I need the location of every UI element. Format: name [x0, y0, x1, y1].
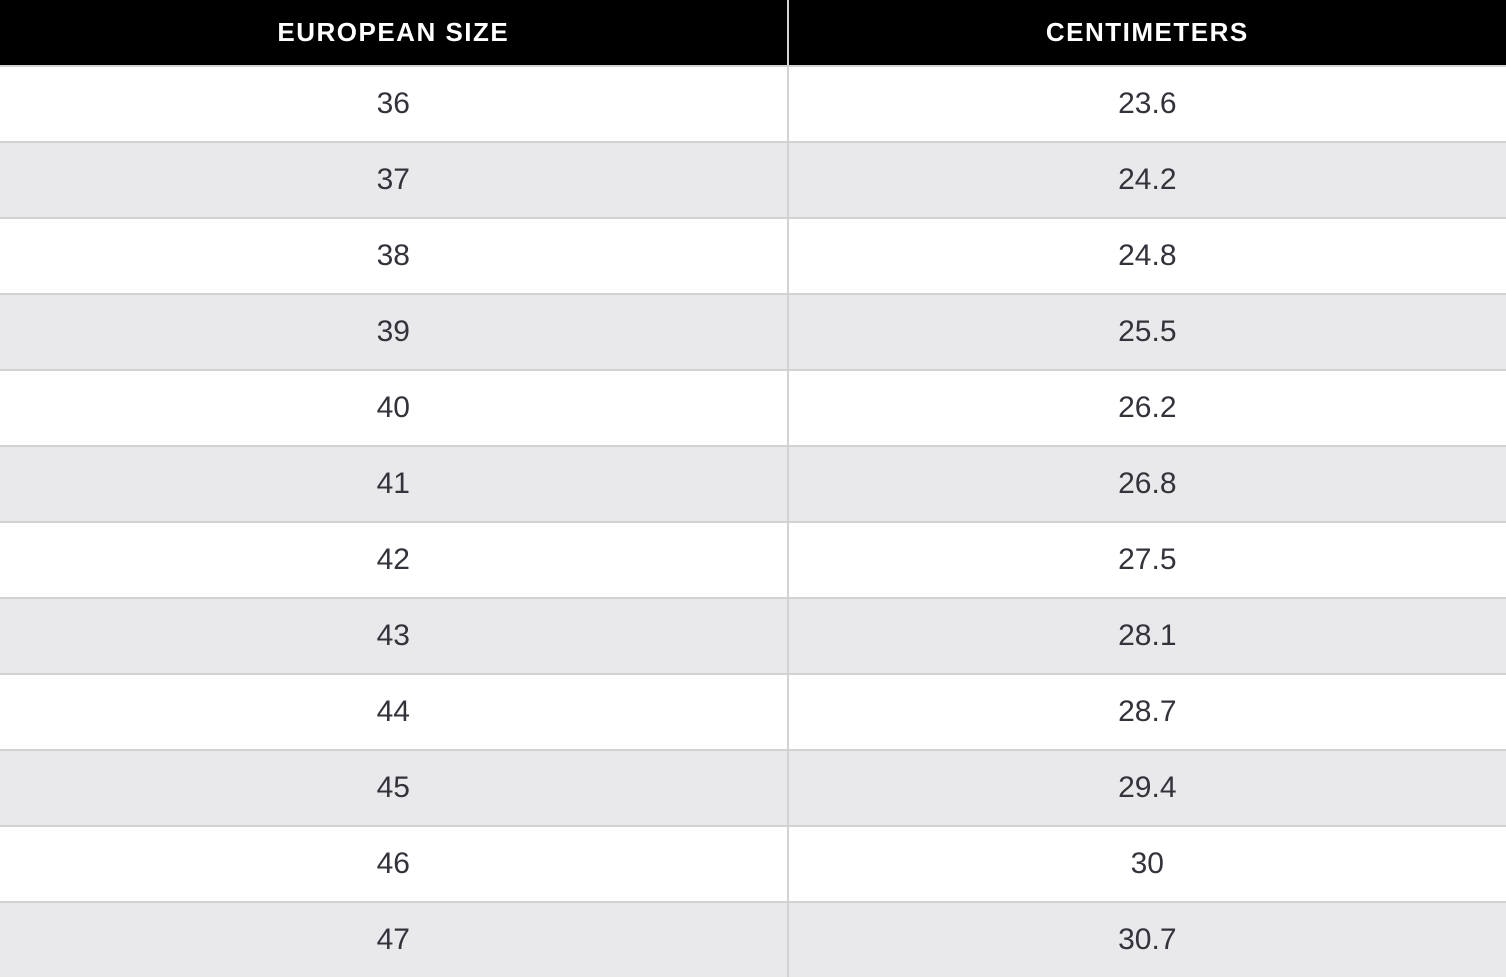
column-header-centimeters: CENTIMETERS: [786, 0, 1506, 66]
table-row: 45 29.4: [0, 750, 1506, 826]
table-row: 47 30.7: [0, 902, 1506, 977]
cell-centimeters: 28.7: [786, 674, 1506, 750]
cell-centimeters: 23.6: [786, 66, 1506, 142]
cell-european-size: 38: [376, 239, 410, 272]
header-row: EUROPEAN SIZE CENTIMETERS: [0, 0, 1506, 66]
cell-centimeters: 30: [786, 826, 1506, 902]
cell-european-size: 42: [376, 543, 410, 576]
column-header-european-size: EUROPEAN SIZE: [0, 0, 788, 66]
table-header: EUROPEAN SIZE CENTIMETERS: [0, 0, 1506, 66]
cell-european-size: 45: [376, 771, 410, 804]
table-body: 36 23.6 37 24.2 38 24.8 39 25.5 40 26.2 41 26.8 42 27…: [0, 66, 1506, 977]
cell-european-size: 46: [376, 847, 410, 880]
cell-centimeters: 29.4: [786, 750, 1506, 826]
cell-centimeters: 26.8: [786, 446, 1506, 522]
cell-centimeters: 24.8: [786, 218, 1506, 294]
cell-centimeters: 28.1: [786, 598, 1506, 674]
cell-european-size: 43: [376, 619, 410, 652]
table-row: 38 24.8: [0, 218, 1506, 294]
table-row: 41 26.8: [0, 446, 1506, 522]
cell-european-size: 47: [376, 923, 410, 956]
cell-european-size: 41: [376, 467, 410, 500]
table-row: 36 23.6: [0, 66, 1506, 142]
cell-centimeters: 24.2: [786, 142, 1506, 218]
cell-european-size: 39: [376, 315, 410, 348]
cell-centimeters: 30.7: [786, 902, 1506, 977]
table-row: 43 28.1: [0, 598, 1506, 674]
table-row: 46 30: [0, 826, 1506, 902]
cell-centimeters: 27.5: [786, 522, 1506, 598]
cell-european-size: 37: [376, 163, 410, 196]
cell-european-size: 36: [376, 87, 410, 120]
table-row: 40 26.2: [0, 370, 1506, 446]
cell-european-size: 40: [376, 391, 410, 424]
table-row: 44 28.7: [0, 674, 1506, 750]
table-row: 42 27.5: [0, 522, 1506, 598]
cell-centimeters: 26.2: [786, 370, 1506, 446]
table-row: 37 24.2: [0, 142, 1506, 218]
cell-centimeters: 25.5: [786, 294, 1506, 370]
table-row: 39 25.5: [0, 294, 1506, 370]
cell-european-size: 44: [376, 695, 410, 728]
